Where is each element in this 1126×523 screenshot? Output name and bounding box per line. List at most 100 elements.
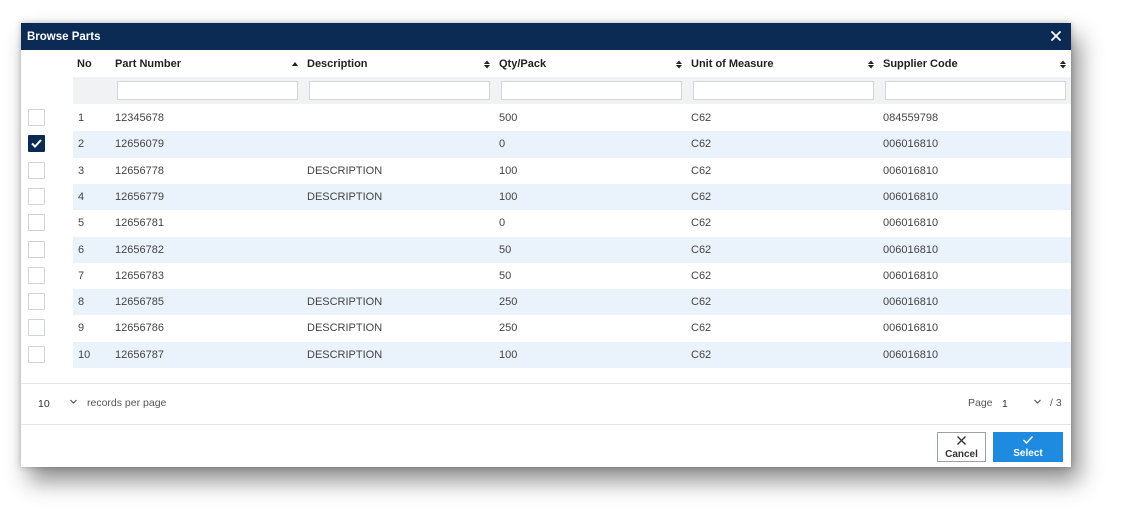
cell-part-number: 12656785	[115, 296, 164, 309]
row-background	[73, 183, 1071, 211]
browse-parts-dialog: Browse Parts No Part Number Description	[21, 23, 1071, 467]
check-icon	[31, 139, 42, 149]
cell-uom: C62	[691, 296, 712, 309]
column-header-description[interactable]: Description	[307, 50, 493, 77]
row-background	[73, 289, 1071, 316]
chevron-down-icon[interactable]	[1033, 397, 1042, 409]
cell-qty-pack: 0	[499, 138, 506, 151]
dialog-title: Browse Parts	[27, 30, 101, 43]
select-button[interactable]: Select	[993, 432, 1063, 462]
row-checkbox[interactable]	[28, 319, 45, 337]
cell-supplier-code: 084559798	[883, 112, 939, 124]
cell-no: 10	[78, 348, 91, 361]
cell-no: 1	[78, 112, 85, 124]
column-header-qty-pack[interactable]: Qty/Pack	[499, 50, 685, 77]
cell-supplier-code: 006016810	[883, 217, 939, 230]
cell-supplier-code: 006016810	[883, 296, 939, 309]
table-row[interactable]: 10 12656787 DESCRIPTION 100 C62 006016810	[21, 341, 1071, 368]
table-row[interactable]: 3 12656778 DESCRIPTION 100 C62 006016810	[21, 158, 1071, 184]
table-row[interactable]: 9 12656786 DESCRIPTION 250 C62 006016810	[21, 315, 1071, 341]
cell-description: DESCRIPTION	[307, 296, 383, 309]
cell-qty-pack: 250	[499, 296, 518, 309]
divider	[21, 383, 1071, 384]
table-row[interactable]: 8 12656785 DESCRIPTION 250 C62 006016810	[21, 289, 1071, 316]
total-pages-label: / 3	[1050, 397, 1062, 409]
chevron-down-icon[interactable]	[69, 397, 78, 409]
cell-description: DESCRIPTION	[307, 190, 383, 203]
unit-of-measure-filter-input[interactable]	[693, 81, 874, 100]
cell-no: 4	[78, 190, 85, 203]
row-checkbox[interactable]	[28, 214, 45, 232]
cancel-button[interactable]: Cancel	[937, 432, 986, 462]
sort-both-icon[interactable]	[1059, 60, 1067, 69]
cell-part-number: 12656781	[115, 217, 164, 230]
row-background	[73, 341, 1071, 368]
cell-uom: C62	[691, 112, 712, 124]
cell-part-number: 12656786	[115, 322, 164, 335]
part-number-filter-input[interactable]	[117, 81, 298, 100]
cell-no: 6	[78, 243, 85, 256]
sort-asc-icon[interactable]	[291, 60, 299, 69]
cell-uom: C62	[691, 138, 712, 151]
row-checkbox[interactable]	[28, 345, 45, 363]
qty-pack-filter-input[interactable]	[501, 81, 682, 100]
close-icon	[956, 435, 967, 449]
close-icon[interactable]	[1049, 29, 1063, 43]
cancel-button-label: Cancel	[945, 448, 978, 460]
cell-uom: C62	[691, 322, 712, 335]
cell-supplier-code: 006016810	[883, 348, 939, 361]
divider	[21, 424, 1071, 425]
row-checkbox[interactable]	[28, 135, 45, 153]
cell-uom: C62	[691, 217, 712, 230]
table-row[interactable]: 6 12656782 50 C62 006016810	[21, 236, 1071, 263]
filter-row	[73, 77, 1071, 104]
column-header-unit-of-measure[interactable]: Unit of Measure	[691, 50, 877, 77]
cell-qty-pack: 250	[499, 322, 518, 335]
cell-qty-pack: 100	[499, 190, 518, 203]
cell-no: 5	[78, 217, 85, 230]
row-background	[73, 236, 1071, 263]
sort-both-icon[interactable]	[675, 60, 683, 69]
cell-supplier-code: 006016810	[883, 138, 939, 151]
table-row[interactable]: 1 12345678 500 C62 084559798	[21, 105, 1071, 131]
cell-part-number: 12656783	[115, 269, 164, 282]
row-checkbox[interactable]	[28, 187, 45, 205]
check-icon	[1022, 435, 1034, 448]
cell-supplier-code: 006016810	[883, 243, 939, 256]
select-button-label: Select	[1013, 448, 1043, 459]
cell-qty-pack: 100	[499, 348, 518, 361]
sort-both-icon[interactable]	[483, 60, 491, 69]
grid-header: No Part Number Description Qty/Pack	[21, 50, 1071, 77]
cell-part-number: 12656778	[115, 164, 164, 177]
cell-no: 8	[78, 296, 85, 309]
cell-description: DESCRIPTION	[307, 322, 383, 335]
description-filter-input[interactable]	[309, 81, 490, 100]
row-checkbox[interactable]	[28, 161, 45, 179]
row-checkbox[interactable]	[28, 240, 45, 258]
cell-qty-pack: 50	[499, 269, 512, 282]
cell-uom: C62	[691, 243, 712, 256]
row-checkbox[interactable]	[28, 109, 45, 126]
supplier-code-filter-input[interactable]	[885, 81, 1066, 100]
column-header-supplier-code[interactable]: Supplier Code	[883, 50, 1069, 77]
sort-both-icon[interactable]	[867, 60, 875, 69]
cell-supplier-code: 006016810	[883, 190, 939, 203]
page-select[interactable]: 1	[1002, 398, 1008, 410]
column-header-part-number[interactable]: Part Number	[115, 50, 301, 77]
records-per-page-label: records per page	[87, 397, 167, 409]
table-row[interactable]: 4 12656779 DESCRIPTION 100 C62 006016810	[21, 183, 1071, 211]
cell-supplier-code: 006016810	[883, 164, 939, 177]
table-row[interactable]: 7 12656783 50 C62 006016810	[21, 263, 1071, 289]
row-checkbox[interactable]	[28, 293, 45, 311]
table-row[interactable]: 5 12656781 0 C62 006016810	[21, 210, 1071, 236]
cell-part-number: 12656782	[115, 243, 164, 256]
page-size-select[interactable]: 10	[38, 398, 50, 410]
row-checkbox[interactable]	[28, 266, 45, 284]
cell-description: DESCRIPTION	[307, 348, 383, 361]
table-row[interactable]: 2 12656079 0 C62 006016810	[21, 131, 1071, 158]
cell-no: 7	[78, 269, 85, 282]
cell-uom: C62	[691, 269, 712, 282]
cell-uom: C62	[691, 164, 712, 177]
row-background	[73, 131, 1071, 158]
cell-part-number: 12656079	[115, 138, 164, 151]
